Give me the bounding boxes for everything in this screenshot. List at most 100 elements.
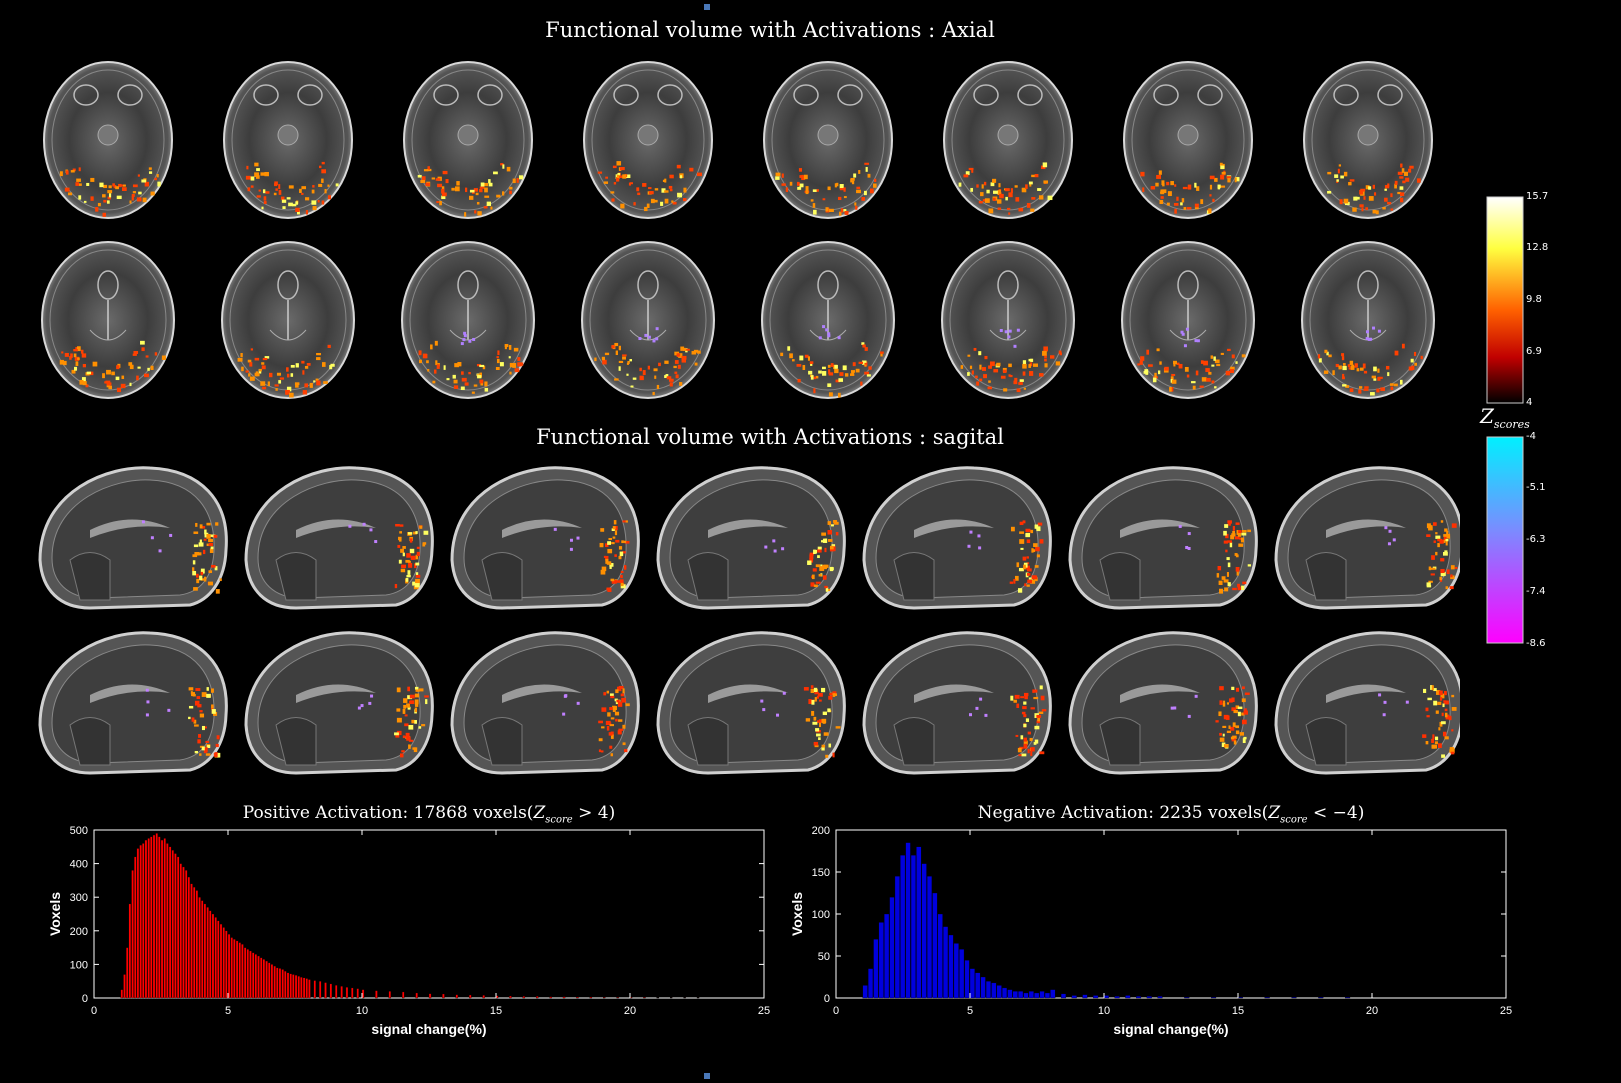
histogram-bar [1071, 995, 1077, 999]
histogram-bar [219, 923, 223, 999]
histogram-bar [297, 976, 300, 999]
histogram-bar [1044, 992, 1050, 999]
histogram-bar [300, 977, 303, 999]
histogram-bar [284, 970, 287, 999]
pos-tick-3: 6.9 [1526, 346, 1542, 357]
histogram-bar [144, 839, 148, 999]
x-tick-label: 20 [624, 1005, 636, 1017]
histogram-bar [286, 972, 290, 999]
histogram-bar [150, 836, 153, 999]
histogram-bar [241, 944, 244, 999]
histogram-bar [222, 927, 225, 999]
histogram-bar [402, 991, 405, 999]
histogram-bar [179, 863, 182, 999]
histogram-bar [126, 947, 129, 999]
histogram-bar [894, 876, 900, 999]
histogram-bar [214, 917, 217, 999]
y-tick-label: 0 [82, 993, 88, 1005]
histogram-bar [235, 940, 239, 999]
histogram-bar [158, 836, 161, 999]
histogram-bar [289, 973, 292, 999]
histogram-bar [442, 993, 445, 999]
histogram-bar [643, 997, 646, 999]
histogram-bar [1034, 992, 1040, 999]
histogram-bar [305, 978, 308, 999]
bottom-marker [704, 1073, 710, 1079]
histogram-bar [278, 968, 282, 999]
histogram-bar [1018, 991, 1024, 999]
histogram-bar [182, 866, 185, 999]
histogram-bar [1082, 994, 1088, 999]
axial-slice [223, 61, 353, 219]
histogram-bar [260, 957, 263, 999]
histogram-bar [308, 979, 311, 999]
histogram-bar [889, 897, 895, 999]
neg-tick-1: -5.1 [1526, 482, 1546, 493]
y-tick-label: 0 [824, 993, 830, 1005]
histogram-bar [276, 967, 279, 999]
histogram-bar [916, 846, 922, 999]
histogram-bar [238, 942, 241, 999]
axial-slice [581, 241, 715, 399]
histogram-bar [249, 950, 252, 999]
y-tick-label: 100 [812, 909, 830, 921]
x-tick-label: 15 [490, 1005, 502, 1017]
axial-slice [1123, 61, 1253, 219]
histogram-bar [980, 976, 986, 999]
x-tick-label: 25 [758, 1005, 770, 1017]
histogram-bar [335, 985, 338, 999]
histogram-bar [163, 838, 166, 999]
histogram-bar [509, 995, 512, 999]
axial-slice [583, 61, 713, 219]
histogram-bar [549, 996, 552, 999]
histogram-bar [868, 968, 874, 999]
x-tick-label: 10 [1098, 1005, 1110, 1017]
histogram-bar [230, 937, 233, 999]
histogram-bar [139, 844, 142, 999]
x-tick-label: 15 [1232, 1005, 1244, 1017]
y-tick-label: 200 [812, 825, 830, 837]
histogram-bar [1023, 992, 1029, 999]
axial-slice [41, 241, 175, 399]
histogram-bar [616, 997, 619, 999]
x-tick-label: 5 [967, 1005, 973, 1017]
histogram-bar [270, 964, 274, 999]
histogram-bar [1060, 993, 1067, 999]
histogram-bar [953, 943, 959, 999]
histogram-bar [1050, 989, 1056, 999]
histogram-bar [174, 853, 177, 999]
histogram-bar [455, 994, 459, 999]
histogram-bar [884, 913, 890, 999]
histogram-bar [536, 996, 539, 999]
histogram-bar [932, 892, 938, 999]
axial-slice [221, 241, 355, 399]
axial-slice [761, 241, 895, 399]
sagittal-slice [450, 631, 640, 775]
histogram-bar [1237, 997, 1243, 999]
histogram-bar [187, 876, 191, 999]
histogram-bar [1012, 991, 1018, 999]
histogram-bar [415, 992, 418, 999]
x-tick-label: 5 [225, 1005, 231, 1017]
histogram-bar [1125, 995, 1131, 999]
histogram-bar [873, 939, 879, 999]
histogram-bar [948, 934, 954, 999]
histogram-bar [1211, 997, 1217, 999]
y-tick-label: 150 [812, 867, 830, 879]
x-axis-label: signal change(%) [371, 1021, 486, 1037]
axial-title: Functional volume with Activations : Axi… [545, 18, 995, 42]
x-axis-label: signal change(%) [1113, 1021, 1228, 1037]
histogram-bar [265, 960, 268, 999]
axial-slice [941, 241, 1075, 399]
histogram-bar [329, 983, 333, 999]
x-tick-label: 25 [1500, 1005, 1512, 1017]
histogram-bar [136, 848, 140, 999]
pos-tick-2: 9.8 [1526, 294, 1542, 305]
histogram-bar [251, 952, 255, 999]
x-tick-label: 0 [833, 1005, 839, 1017]
sagittal-slice [656, 466, 846, 610]
histogram-bar [324, 982, 327, 999]
axial-slice [401, 241, 535, 399]
histogram-bar [281, 969, 284, 999]
histogram-bar [171, 850, 174, 999]
